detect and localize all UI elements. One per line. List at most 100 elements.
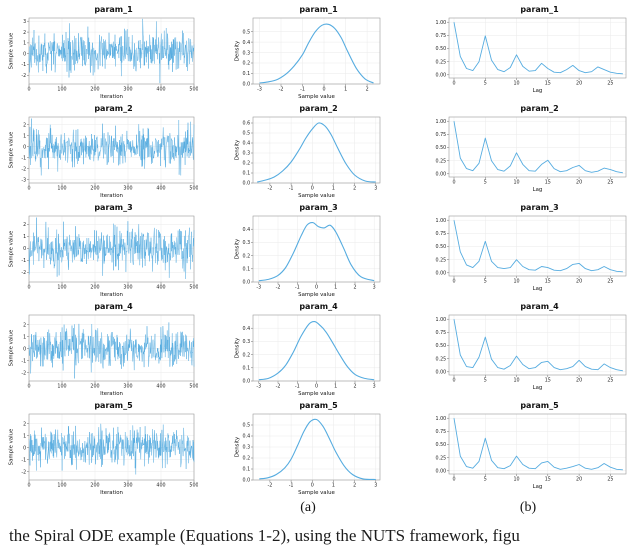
svg-text:0: 0 — [23, 51, 26, 57]
figure-row-param-5: param_5 0 100 200 300 400 500 -2 -1 0 1 2 Iteration… — [8, 401, 630, 495]
svg-text:10: 10 — [513, 81, 519, 87]
svg-text:1.00: 1.00 — [436, 416, 447, 422]
autocorrelation-plot-cell: param_5 0 5 10 15 20 25 0.00 0.25 0.50 0.75 1.00 La… — [430, 401, 630, 495]
svg-text:Iteration: Iteration — [100, 292, 123, 297]
svg-text:5: 5 — [484, 279, 487, 285]
svg-text:10: 10 — [513, 378, 519, 384]
trace-plot: 0 100 200 300 400 500 -2 -1 0 1 2 3 Iteration Sample … — [9, 17, 198, 99]
svg-text:0: 0 — [27, 186, 30, 192]
svg-text:1: 1 — [23, 41, 26, 47]
svg-text:0.4: 0.4 — [243, 141, 251, 147]
svg-text:100: 100 — [57, 384, 66, 390]
svg-text:0.75: 0.75 — [436, 231, 447, 237]
svg-text:0.50: 0.50 — [436, 145, 447, 151]
svg-text:400: 400 — [156, 483, 165, 489]
svg-text:-2: -2 — [21, 270, 26, 276]
svg-text:25: 25 — [607, 477, 613, 483]
svg-text:200: 200 — [90, 186, 99, 192]
svg-text:0.5: 0.5 — [243, 423, 251, 429]
svg-text:1.00: 1.00 — [436, 119, 447, 125]
plot-title: param_4 — [520, 302, 559, 311]
svg-text:5: 5 — [484, 81, 487, 87]
svg-text:0.0: 0.0 — [243, 379, 251, 385]
svg-text:Lag: Lag — [533, 484, 543, 489]
svg-text:0: 0 — [27, 384, 30, 390]
svg-text:0.3: 0.3 — [243, 240, 251, 246]
svg-text:0.0: 0.0 — [243, 280, 251, 286]
svg-text:20: 20 — [576, 180, 582, 186]
svg-text:15: 15 — [545, 477, 551, 483]
svg-text:0.2: 0.2 — [243, 253, 251, 259]
trace-plot: 0 100 200 300 400 500 -2 -1 0 1 2 Iteration Sample v… — [9, 413, 198, 495]
svg-text:5: 5 — [484, 378, 487, 384]
svg-text:0: 0 — [315, 384, 318, 390]
plot-title: param_3 — [94, 203, 133, 212]
svg-text:Density: Density — [235, 337, 241, 358]
svg-text:0: 0 — [23, 445, 26, 451]
svg-text:200: 200 — [90, 285, 99, 291]
svg-text:1: 1 — [334, 384, 337, 390]
svg-text:100: 100 — [57, 483, 66, 489]
subfigure-label-b: (b) — [519, 500, 537, 515]
svg-text:0: 0 — [452, 279, 455, 285]
svg-text:200: 200 — [90, 87, 99, 93]
svg-text:-1: -1 — [21, 457, 26, 463]
plot-title: param_2 — [299, 104, 338, 113]
svg-text:400: 400 — [156, 186, 165, 192]
svg-text:0: 0 — [311, 483, 314, 489]
figure-row-param-3: param_3 0 100 200 300 400 500 -2 -1 0 1 2 Iteration… — [8, 203, 630, 297]
svg-text:0.1: 0.1 — [243, 71, 251, 77]
svg-text:15: 15 — [545, 180, 551, 186]
svg-text:2: 2 — [23, 122, 26, 128]
svg-text:Sample value: Sample value — [9, 131, 15, 168]
svg-text:-1: -1 — [289, 186, 294, 192]
svg-text:Iteration: Iteration — [100, 94, 123, 99]
svg-text:0: 0 — [452, 477, 455, 483]
svg-text:0.3: 0.3 — [243, 151, 251, 157]
svg-text:0.6: 0.6 — [243, 121, 251, 127]
svg-text:-3: -3 — [256, 384, 261, 390]
trace-plot-cell: param_3 0 100 200 300 400 500 -2 -1 0 1 2 Iteration… — [8, 203, 199, 297]
svg-text:100: 100 — [57, 186, 66, 192]
svg-text:20: 20 — [576, 477, 582, 483]
svg-text:0.25: 0.25 — [436, 356, 447, 362]
svg-text:1: 1 — [344, 87, 347, 93]
svg-text:-2: -2 — [21, 370, 26, 376]
svg-text:0.25: 0.25 — [436, 455, 447, 461]
svg-text:1: 1 — [332, 483, 335, 489]
svg-text:0: 0 — [23, 246, 26, 252]
svg-text:Sample value: Sample value — [298, 94, 335, 99]
svg-text:0.00: 0.00 — [436, 271, 447, 277]
svg-text:0: 0 — [452, 180, 455, 186]
svg-text:0.1: 0.1 — [243, 171, 251, 177]
svg-text:0.0: 0.0 — [243, 478, 251, 484]
svg-text:1: 1 — [23, 133, 26, 139]
autocorrelation-plot-cell: param_1 0 5 10 15 20 25 0.00 0.25 0.50 0.75 1.00 La… — [430, 5, 630, 99]
trace-plot: 0 100 200 300 400 500 -2 -1 0 1 2 Iteration Sample v… — [9, 215, 198, 297]
trace-plot: 0 100 200 300 400 500 -2 -1 0 1 2 Iteration Sample v… — [9, 314, 198, 396]
svg-text:300: 300 — [123, 384, 132, 390]
svg-text:300: 300 — [123, 483, 132, 489]
svg-text:200: 200 — [90, 483, 99, 489]
svg-text:0.5: 0.5 — [243, 131, 251, 137]
svg-text:-1: -1 — [21, 258, 26, 264]
svg-text:15: 15 — [545, 378, 551, 384]
figure-row-param-2: param_2 0 100 200 300 400 500 -3 -2 -1 0 1 2 Iterati… — [8, 104, 630, 198]
plot-title: param_4 — [94, 302, 133, 311]
figure-row-param-4: param_4 0 100 200 300 400 500 -2 -1 0 1 2 Iteration… — [8, 302, 630, 396]
svg-text:-1: -1 — [21, 358, 26, 364]
svg-text:Sample value: Sample value — [298, 490, 335, 495]
plot-title: param_5 — [520, 401, 559, 410]
autocorrelation-plot-cell: param_4 0 5 10 15 20 25 0.00 0.25 0.50 0.75 1.00 La… — [430, 302, 630, 396]
svg-text:-1: -1 — [300, 87, 305, 93]
plot-title: param_1 — [94, 5, 133, 14]
svg-text:3: 3 — [373, 285, 376, 291]
density-plot: -3 -2 -1 0 1 2 3 0.0 0.1 0.2 0.3 0.4 Sample value Den… — [235, 215, 381, 297]
svg-text:1: 1 — [332, 186, 335, 192]
svg-text:300: 300 — [123, 285, 132, 291]
svg-text:0.0: 0.0 — [243, 82, 251, 88]
svg-text:300: 300 — [123, 87, 132, 93]
svg-text:0.1: 0.1 — [243, 267, 251, 273]
svg-text:Iteration: Iteration — [100, 193, 123, 198]
svg-text:3: 3 — [374, 483, 377, 489]
